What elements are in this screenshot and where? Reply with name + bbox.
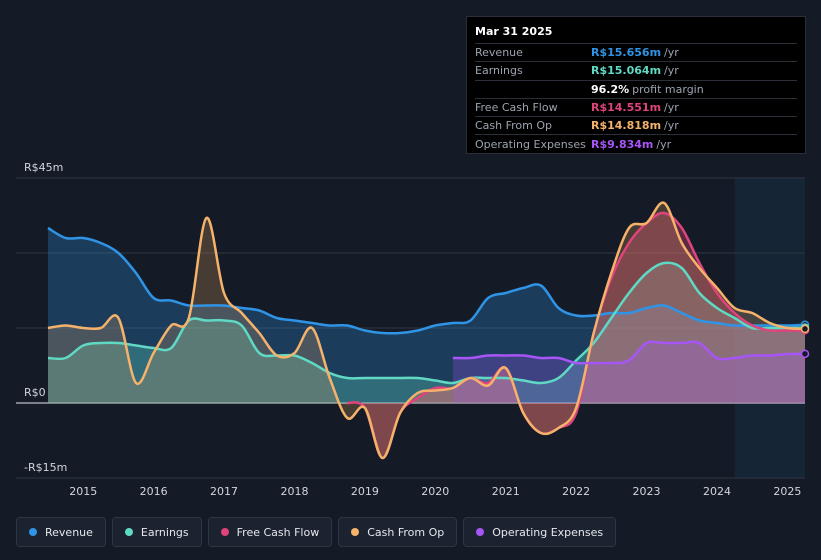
tooltip-row: 96.2% profit margin (475, 79, 797, 98)
legend-item-earnings[interactable]: Earnings (111, 517, 202, 547)
series-endpoints (800, 320, 810, 359)
y-label-bottom: -R$15m (24, 461, 67, 474)
legend-item-free-cash-flow[interactable]: Free Cash Flow (207, 517, 333, 547)
legend-label: Cash From Op (367, 525, 445, 539)
tooltip-row-value: R$15.656m (591, 46, 662, 60)
legend-dot-icon (220, 528, 229, 536)
cash-from-op-endpoint (800, 324, 810, 334)
legend-label: Revenue (45, 525, 93, 539)
tooltip-row-label: Revenue (475, 46, 523, 60)
earnings-line (47, 261, 806, 385)
operating-expenses-line (452, 340, 806, 365)
x-tick-label: 2015 (69, 485, 97, 498)
x-tick-label: 2023 (633, 485, 661, 498)
y-label-zero: R$0 (24, 386, 46, 399)
legend-dot-icon (476, 528, 485, 536)
legend-label: Earnings (140, 525, 189, 539)
tooltip-panel: Mar 31 2025 Revenue R$15.656m/yr Earnings R… (466, 16, 806, 154)
tooltip-row: Operating Expenses R$9.834m/yr (475, 134, 797, 152)
legend-dot-icon (124, 528, 133, 536)
series-lines (47, 201, 806, 460)
x-axis-ticks: 2015 2016 2017 2018 2019 2020 2021 2022 2023 2024… (69, 485, 801, 498)
tooltip-row-label: Free Cash Flow (475, 101, 558, 115)
tooltip-date: Mar 31 2025 (475, 25, 553, 38)
revenue-area (48, 228, 805, 403)
tooltip-row-value: R$14.551m (591, 101, 662, 115)
series-areas (48, 202, 805, 459)
tooltip-row-label: Earnings (475, 64, 523, 78)
tooltip-row-value: R$9.834m (591, 137, 654, 151)
x-tick-label: 2019 (351, 485, 379, 498)
revenue-line (47, 226, 806, 335)
operating-expenses-endpoint (800, 349, 810, 359)
legend-dot-icon (29, 528, 37, 536)
x-tick-label: 2017 (210, 485, 238, 498)
legend-item-revenue[interactable]: Revenue (16, 517, 106, 547)
tooltip-row-unit: /yr (664, 119, 679, 133)
tooltip-row-unit: /yr (656, 137, 672, 151)
tooltip-row-unit: /yr (664, 64, 679, 78)
x-tick-label: 2018 (280, 485, 308, 498)
tooltip-row-label: Operating Expenses (475, 137, 586, 151)
earnings-area (48, 262, 805, 403)
free-cash-flow-area (347, 212, 805, 459)
tooltip-row: Cash From Op R$14.818m/yr (475, 116, 797, 134)
x-tick-label: 2022 (562, 485, 590, 498)
tooltip-row: Free Cash Flow R$14.551m/yr (475, 97, 797, 116)
tooltip-row-label: Cash From Op (475, 119, 553, 133)
x-tick-label: 2016 (140, 485, 168, 498)
tooltip-row: Earnings R$15.064m/yr (475, 61, 797, 79)
legend: Revenue Earnings Free Cash Flow Cash From O… (16, 517, 617, 547)
x-tick-label: 2020 (421, 485, 449, 498)
tooltip-row-unit: /yr (664, 46, 679, 60)
x-tick-label: 2024 (703, 485, 731, 498)
cash-from-op-line (47, 201, 806, 460)
tooltip-row-unit: profit margin (632, 82, 704, 96)
tooltip-row-value: R$15.064m (591, 64, 662, 78)
operating-expenses-area (452, 341, 805, 403)
x-tick-label: 2021 (492, 485, 520, 498)
tooltip-row-unit: /yr (664, 101, 679, 115)
gridlines (16, 177, 805, 479)
tooltip-row-value: 96.2% (591, 82, 630, 96)
legend-dot-icon (351, 528, 360, 536)
legend-label: Operating Expenses (492, 525, 604, 539)
x-tick-label: 2025 (773, 485, 801, 498)
y-label-top: R$45m (24, 161, 63, 174)
legend-label: Free Cash Flow (236, 525, 320, 539)
legend-item-operating-expenses[interactable]: Operating Expenses (463, 517, 617, 547)
legend-item-cash-from-op[interactable]: Cash From Op (338, 517, 458, 547)
tooltip-row: Revenue R$15.656m/yr (475, 43, 797, 61)
free-cash-flow-line (346, 211, 806, 460)
tooltip-row-value: R$14.818m (591, 119, 662, 133)
